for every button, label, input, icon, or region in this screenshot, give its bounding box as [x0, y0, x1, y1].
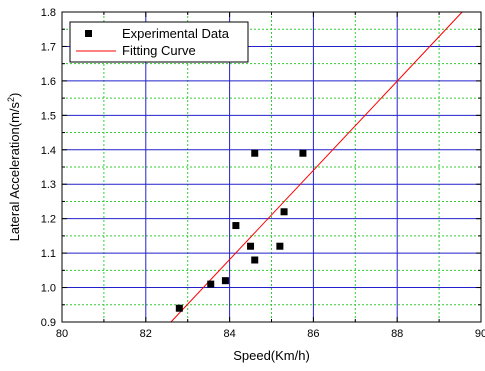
y-axis-title-tail: ): [7, 93, 22, 97]
data-point: [207, 280, 215, 288]
y-tick-label: 1.4: [41, 145, 56, 157]
fitting-curve-segment: [170, 11, 463, 323]
x-tick-label: 86: [307, 328, 319, 340]
x-tick-label: 88: [391, 328, 403, 340]
legend-label-fitting: Fitting Curve: [122, 43, 196, 58]
y-tick-label: 1.1: [41, 248, 56, 260]
x-tick-labels: 80 82 84 86 88 90: [56, 328, 485, 340]
y-tick-label: 1.0: [41, 283, 56, 295]
legend-label-experimental: Experimental Data: [122, 26, 230, 41]
data-point: [175, 304, 183, 312]
legend-marker-experimental: [85, 30, 92, 37]
data-point: [247, 242, 255, 250]
y-tick-label: 1.6: [41, 76, 56, 88]
data-point: [276, 242, 284, 250]
data-point: [280, 208, 288, 216]
y-tick-label: 1.8: [41, 7, 56, 19]
y-tick-labels: 0.9 1.0 1.1 1.2 1.3 1.4 1.5 1.6 1.7 1.8: [41, 7, 56, 329]
y-axis-title: Lateral Acceleration(m/s2): [6, 93, 22, 242]
data-point: [299, 149, 307, 157]
x-tick-label: 84: [223, 328, 235, 340]
x-tick-label: 82: [140, 328, 152, 340]
y-axis-title-superscript: 2: [6, 97, 16, 102]
data-points-layer: [175, 149, 307, 312]
data-point: [251, 256, 259, 264]
y-tick-label: 1.7: [41, 41, 56, 53]
fitting-curve-layer: [170, 11, 463, 323]
y-tick-label: 1.3: [41, 179, 56, 191]
y-tick-label: 1.2: [41, 214, 56, 226]
y-tick-label: 0.9: [41, 317, 56, 329]
y-tick-label: 1.5: [41, 110, 56, 122]
axis-ticks: [61, 11, 482, 323]
data-point: [251, 149, 259, 157]
data-point: [232, 222, 240, 230]
x-tick-label: 80: [56, 328, 68, 340]
x-tick-label: 90: [475, 328, 485, 340]
data-point: [221, 277, 229, 285]
x-axis-title: Speed(Km/h): [233, 348, 310, 363]
legend-box: [69, 21, 249, 63]
y-axis-title-main: Lateral Acceleration(m/s: [7, 101, 22, 241]
legend: Experimental Data Fitting Curve: [69, 21, 249, 63]
